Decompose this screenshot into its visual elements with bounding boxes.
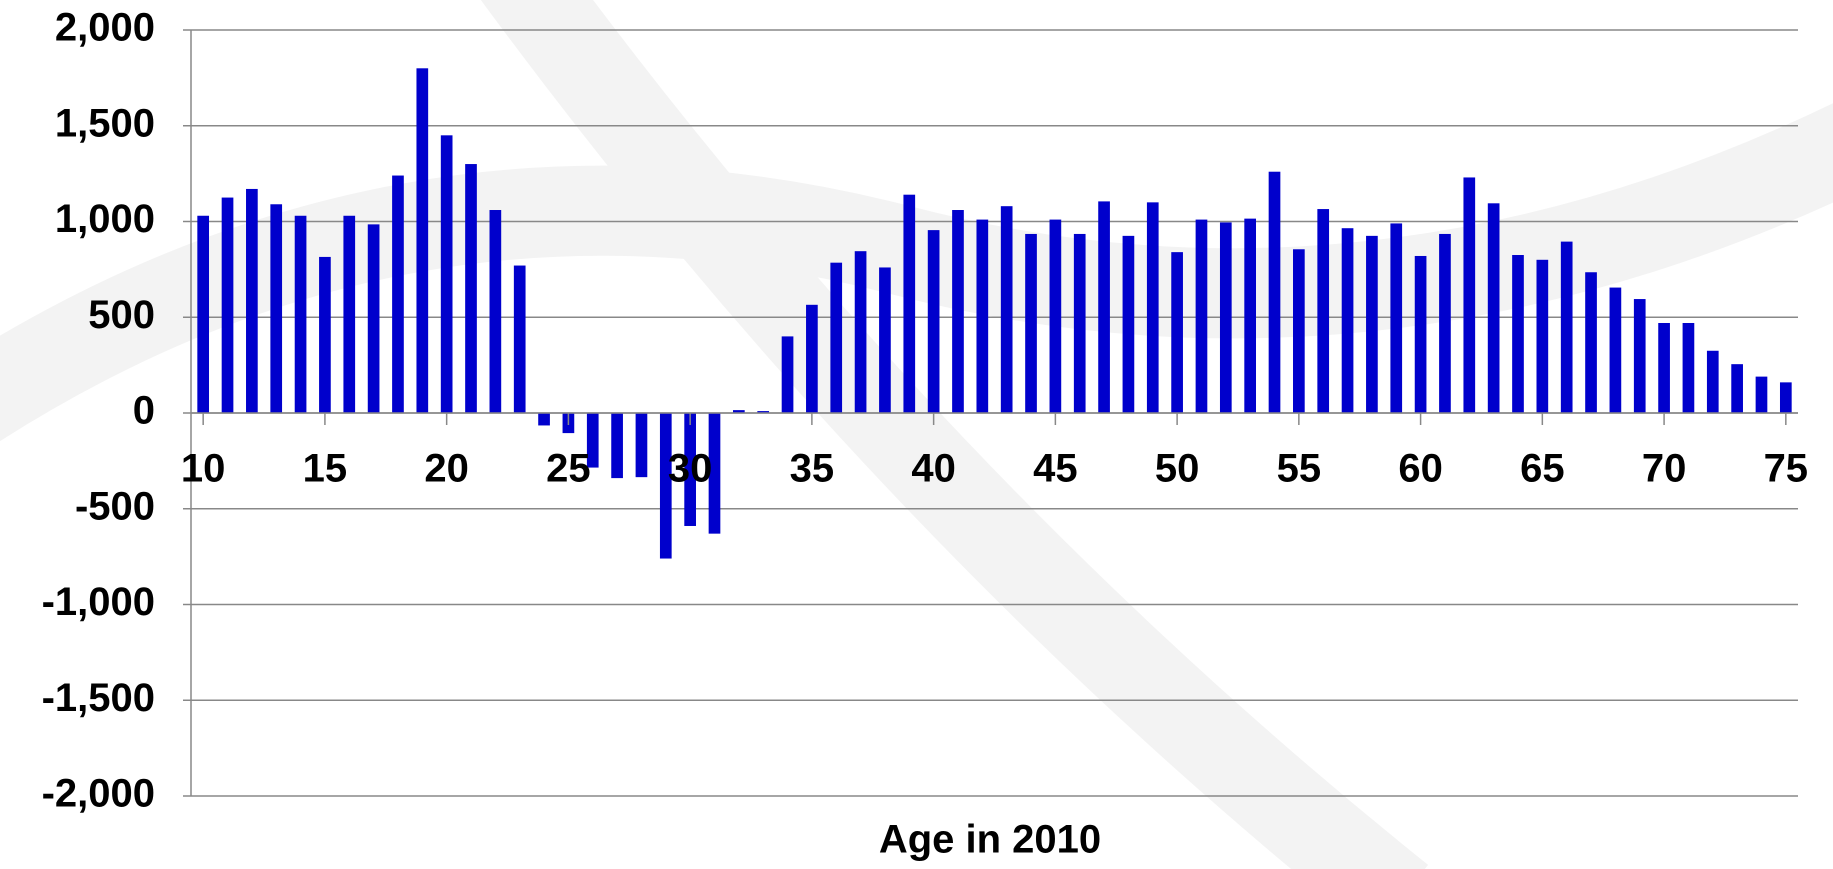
bar (659, 413, 672, 559)
x-tick-label: 25 (546, 447, 591, 491)
y-tick-label: 500 (88, 293, 155, 337)
x-tick-label: 70 (1642, 447, 1687, 491)
bar (976, 219, 989, 413)
bar (1390, 223, 1403, 413)
bar (1366, 235, 1378, 413)
bar (343, 215, 356, 413)
bar (1098, 201, 1110, 413)
bar (1658, 322, 1670, 413)
y-tick-label: -2,000 (42, 772, 155, 816)
x-tick-label: 60 (1398, 447, 1443, 491)
bar (1706, 350, 1719, 413)
bar (221, 197, 234, 413)
bar (538, 413, 550, 426)
bar (294, 215, 307, 413)
bar (1463, 177, 1476, 413)
bar (1195, 219, 1208, 413)
bar (1171, 252, 1183, 413)
bar (1536, 259, 1549, 413)
bar (1487, 203, 1500, 413)
bar (465, 164, 477, 413)
x-tick-label: 45 (1033, 447, 1078, 491)
bar (1073, 233, 1086, 413)
bar (1244, 218, 1257, 413)
y-tick-label: -1,000 (42, 580, 155, 624)
bar (270, 204, 283, 413)
bar (440, 135, 453, 413)
bar (1585, 272, 1597, 413)
bar (903, 194, 916, 413)
bar (1682, 322, 1695, 413)
bar (1414, 255, 1427, 413)
bar (1609, 287, 1622, 413)
bar (635, 413, 648, 478)
bar (1146, 202, 1159, 413)
bar (806, 304, 818, 413)
bar (367, 224, 380, 413)
y-tick-label: -500 (75, 484, 155, 528)
bar (854, 251, 867, 413)
y-tick-label: 1,500 (55, 101, 155, 145)
bar (830, 262, 843, 413)
x-tick-label: 75 (1764, 447, 1809, 491)
bar (1317, 209, 1330, 413)
x-tick-label: 40 (911, 447, 956, 491)
bar (392, 175, 404, 413)
bar (781, 336, 794, 413)
y-tick-label: 2,000 (55, 6, 155, 50)
bar (489, 210, 502, 413)
bar (732, 410, 745, 413)
bar (513, 265, 526, 413)
x-tick-label: 55 (1277, 447, 1322, 491)
swoosh (480, 0, 1429, 869)
bar (1293, 249, 1305, 413)
bar (927, 230, 940, 413)
bar (1439, 233, 1451, 413)
x-tick-label: 30 (668, 447, 713, 491)
x-tick-label: 10 (181, 447, 226, 491)
bar (1731, 364, 1743, 413)
y-tick-label: -1,500 (42, 676, 155, 720)
bar (684, 413, 696, 526)
y-tick-label: 1,000 (55, 197, 155, 241)
bar (611, 413, 623, 479)
bar (416, 68, 429, 414)
bar (757, 411, 770, 413)
x-tick-label: 50 (1155, 447, 1200, 491)
bar (197, 215, 210, 413)
bar (1779, 382, 1792, 413)
bar (1268, 171, 1281, 413)
x-axis-title: Age in 2010 (879, 818, 1101, 862)
bar (879, 267, 891, 413)
bar (1025, 233, 1037, 413)
bar (1122, 235, 1135, 413)
bar (319, 256, 331, 413)
bar (1049, 219, 1062, 413)
bar (952, 210, 964, 413)
bar (1560, 241, 1573, 413)
bar (246, 188, 258, 413)
bar (1000, 206, 1013, 413)
x-tick-label: 20 (424, 447, 469, 491)
bar (586, 413, 599, 468)
bar (1633, 299, 1646, 413)
x-tick-label: 35 (790, 447, 835, 491)
y-tick-label: 0 (133, 389, 155, 433)
bar (1512, 255, 1524, 413)
bar (1219, 222, 1232, 413)
bar (1755, 376, 1768, 413)
bar (708, 413, 721, 534)
x-tick-label: 65 (1520, 447, 1565, 491)
bar (1341, 228, 1354, 413)
x-tick-label: 15 (303, 447, 348, 491)
